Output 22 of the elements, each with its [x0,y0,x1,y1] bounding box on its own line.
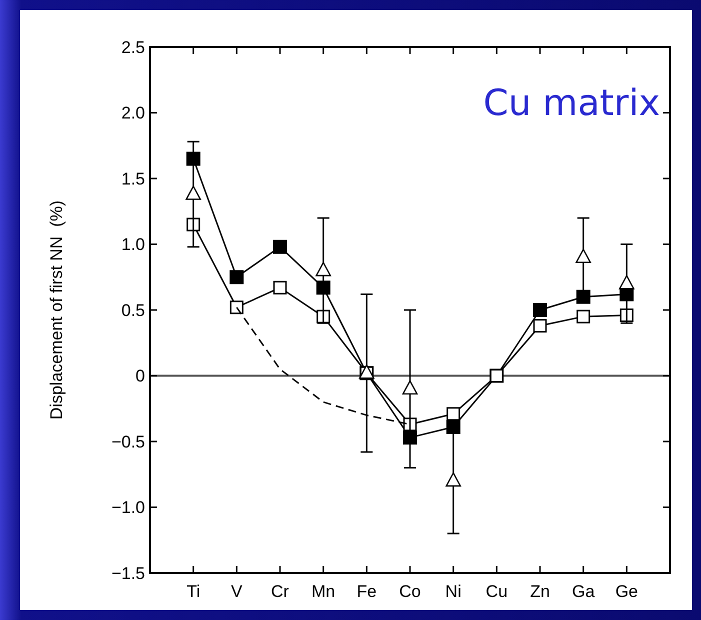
x-tick-label: Ge [615,582,638,601]
x-tick-label: Zn [530,582,550,601]
y-tick-label: −0.5 [111,432,145,452]
x-tick-label: Ni [445,582,462,601]
y-tick-label: 0.5 [121,300,145,320]
y-tick-label: 2.5 [121,38,145,57]
y-tick-label: 1.0 [121,235,145,254]
y-axis-title: Displacement of first NN (%) [47,200,66,420]
y-tick-label: 1.5 [121,169,145,188]
x-tick-label: Fe [356,582,377,601]
x-tick-label: Ga [572,582,596,601]
y-tick-label: 2.0 [121,104,145,123]
y-tick-label: −1.5 [111,564,145,583]
x-tick-label: Ti [186,582,200,601]
y-tick-label: 0 [136,366,145,386]
y-tick-label: −1.0 [111,498,145,518]
x-tick-label: Cu [486,582,508,601]
x-tick-label: Co [399,582,421,601]
x-tick-label: Mn [312,582,336,601]
x-tick-label: V [230,582,243,601]
x-tick-label: Cr [271,582,290,601]
annotation: Cu matrix [483,83,660,124]
